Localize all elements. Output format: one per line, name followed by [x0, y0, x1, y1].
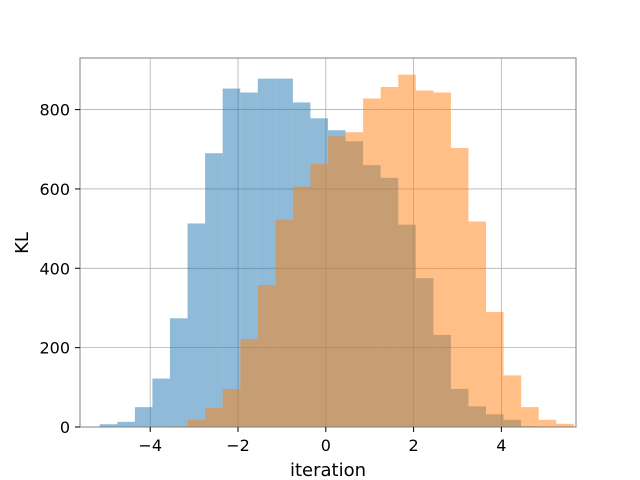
y-tick-label: 400 [39, 259, 70, 278]
bar-series-2 [275, 219, 293, 427]
x-axis-label: iteration [290, 460, 366, 480]
bar-series-1 [222, 88, 241, 428]
y-tick-label: 200 [39, 339, 70, 358]
bar-series-1 [187, 223, 206, 427]
plot-frame [79, 57, 577, 428]
bar-series-2 [486, 311, 504, 427]
y-tick-label: 600 [39, 180, 70, 199]
bar-series-2 [292, 186, 311, 427]
bar-series-2 [205, 407, 223, 427]
bar-series-1 [117, 421, 135, 427]
bar-series-2 [363, 98, 381, 427]
bar-series-2 [328, 136, 346, 427]
bar-series-1 [99, 424, 118, 427]
bar-series-2 [468, 221, 487, 427]
bar-series-2 [538, 419, 557, 427]
bar-series-2 [450, 148, 469, 427]
bar-series-1 [134, 407, 153, 427]
bar-series-2 [521, 407, 539, 427]
bar-series-1 [152, 378, 170, 427]
bar-series-2 [310, 163, 328, 427]
x-tick-label: 0 [321, 436, 331, 455]
bar-series-2 [398, 74, 416, 427]
x-tick-label: −4 [138, 436, 162, 455]
bar-series-1 [205, 153, 223, 427]
bar-series-2 [345, 132, 364, 427]
bar-series-2 [380, 86, 399, 428]
axis-ticks: −4 −2 0 2 4 0 200 400 600 800 [39, 101, 506, 455]
bar-series-2 [503, 375, 522, 427]
y-axis-label: KL [12, 232, 33, 254]
x-tick-label: −2 [226, 436, 250, 455]
bar-series-1 [169, 318, 188, 427]
bar-series-2 [433, 92, 451, 428]
y-tick-label: 0 [60, 418, 70, 437]
x-tick-label: 2 [408, 436, 418, 455]
histogram-bars [99, 74, 574, 428]
bar-series-2 [187, 419, 206, 427]
bar-series-2 [257, 284, 276, 427]
x-tick-label: 4 [496, 436, 506, 455]
bar-series-2 [556, 423, 574, 427]
bar-series-2 [222, 388, 241, 427]
bar-series-2 [240, 338, 258, 427]
y-tick-label: 800 [39, 101, 70, 120]
bar-series-2 [415, 90, 434, 427]
